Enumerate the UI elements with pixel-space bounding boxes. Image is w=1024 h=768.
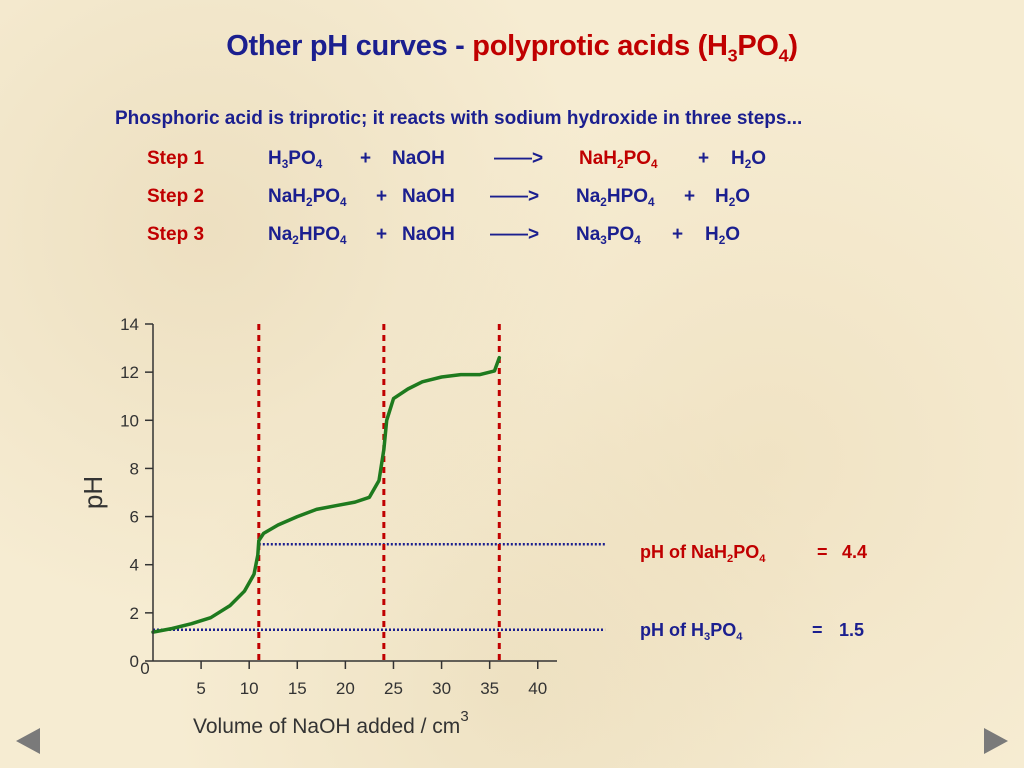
annotation-h3po4-value: 1.5 (839, 620, 865, 640)
step-1-label: Step 1 (147, 148, 205, 169)
step-2-plus-2: + (684, 186, 696, 207)
step-1-reactant-1: H3PO4 (268, 148, 323, 172)
annotation-nah2po4-value: 4.4 (842, 542, 868, 562)
y-tick-label-6: 6 (130, 508, 139, 527)
step-1-reactant-2: NaOH (392, 148, 445, 169)
x-tick-label-5: 5 (196, 679, 205, 698)
step-3-product-1: Na3PO4 (576, 224, 641, 248)
step-3-arrow: ——> (490, 224, 540, 245)
annotation-nah2po4-label: pH of NaH2PO4 (640, 542, 766, 565)
step-3-reactant-1: Na2HPO4 (268, 224, 347, 248)
slide-title: Other pH curves - polyprotic acids (H3PO… (0, 30, 1024, 66)
step-2-reactant-1: NaH2PO4 (268, 186, 347, 210)
title-text-2: polyprotic acids (H3PO4) (472, 30, 798, 66)
step-3-row: Step 3 Na2HPO4 + NaOH ——> Na3PO4 + H2O (0, 224, 1024, 250)
y-tick-label-0: 0 (130, 652, 139, 671)
step-1-row: Step 1 H3PO4 + NaOH ——> NaH2PO4 + H2O (0, 148, 1024, 174)
step-3-reactant-2: NaOH (402, 224, 455, 245)
x-tick-label-25: 25 (384, 679, 403, 698)
y-tick-label-8: 8 (130, 459, 139, 478)
annotation-h3po4-label: pH of H3PO4 (640, 620, 743, 643)
x-tick-label-30: 30 (432, 679, 451, 698)
x-tick-label-20: 20 (336, 679, 355, 698)
step-2-plus: + (376, 186, 388, 207)
x-tick-label-10: 10 (240, 679, 259, 698)
x-tick-label-40: 40 (528, 679, 547, 698)
y-tick-label-14: 14 (120, 315, 139, 334)
x-axis-label: Volume of NaOH added / cm3 (193, 708, 469, 738)
step-1-arrow: ——> (494, 148, 544, 169)
step-3-plus: + (376, 224, 388, 245)
step-1-plus: + (360, 148, 372, 169)
equivalence-lines (257, 324, 501, 661)
next-slide-icon[interactable] (984, 728, 1008, 754)
step-2-reactant-2: NaOH (402, 186, 455, 207)
annotation-h3po4-eq: = (812, 620, 823, 640)
title-text-1: Other pH curves - (226, 30, 473, 62)
y-tick-label-10: 10 (120, 411, 139, 430)
step-1-product-1: NaH2PO4 (579, 148, 658, 172)
step-3-label: Step 3 (147, 224, 205, 245)
x-tick-label-15: 15 (288, 679, 307, 698)
ph-curve (151, 355, 502, 634)
y-tick-label-2: 2 (130, 604, 139, 623)
annotation-nah2po4-eq: = (817, 542, 828, 562)
x-axis-ticks: 0 5 10 15 20 25 30 35 40 (140, 659, 547, 698)
y-tick-label-4: 4 (130, 556, 139, 575)
step-3-plus-2: + (672, 224, 684, 245)
step-1-product-2: H2O (731, 148, 767, 172)
x-tick-label-0: 0 (140, 659, 149, 678)
y-tick-label-12: 12 (120, 363, 139, 382)
step-3-product-2: H2O (705, 224, 741, 248)
x-tick-label-35: 35 (480, 679, 499, 698)
intro-text: Phosphoric acid is triprotic; it reacts … (115, 108, 803, 129)
previous-slide-icon[interactable] (16, 728, 40, 754)
step-2-product-2: H2O (715, 186, 751, 210)
step-2-row: Step 2 NaH2PO4 + NaOH ——> Na2HPO4 + H2O (0, 186, 1024, 212)
y-axis-label: pH (78, 476, 108, 509)
step-1-plus-2: + (698, 148, 710, 169)
step-2-label: Step 2 (147, 186, 205, 207)
y-axis-ticks: 0 2 4 6 8 10 12 14 (120, 315, 153, 671)
step-2-arrow: ——> (490, 186, 540, 207)
reference-lines (153, 543, 606, 631)
step-2-product-1: Na2HPO4 (576, 186, 655, 210)
